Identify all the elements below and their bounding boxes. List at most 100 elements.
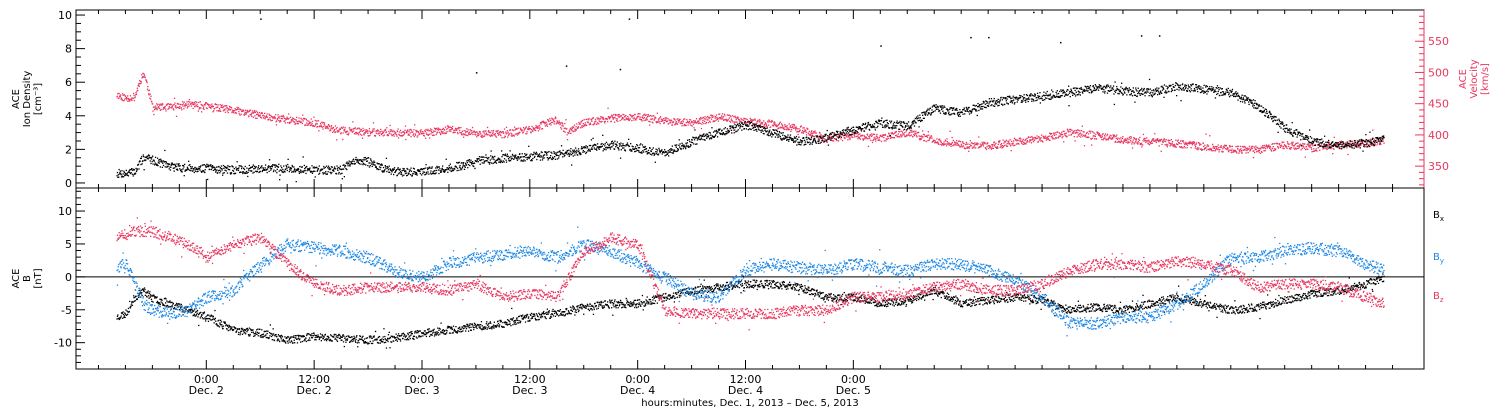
density-point xyxy=(290,169,292,171)
velocity-point xyxy=(250,114,252,116)
density-point xyxy=(783,138,785,140)
velocity-point xyxy=(727,118,729,121)
velocity-point xyxy=(410,136,412,138)
density-point xyxy=(178,165,180,167)
velocity-point xyxy=(1121,137,1124,140)
density-point xyxy=(535,151,538,153)
velocity-point xyxy=(364,129,366,131)
velocity-point xyxy=(1289,148,1291,150)
density-point xyxy=(351,160,354,162)
velocity-point xyxy=(541,128,543,130)
velocity-point xyxy=(717,118,719,120)
velocity-point xyxy=(149,97,151,99)
velocity-point xyxy=(803,131,805,133)
velocity-point xyxy=(553,123,555,125)
velocity-point xyxy=(571,127,574,129)
velocity-point xyxy=(274,117,276,120)
velocity-point xyxy=(1192,141,1194,143)
velocity-point xyxy=(531,128,533,131)
velocity-point xyxy=(954,142,956,144)
velocity-point xyxy=(521,130,523,132)
velocity-point xyxy=(945,145,948,147)
velocity-point xyxy=(325,126,328,128)
velocity-point xyxy=(695,118,698,120)
density-point xyxy=(142,160,144,162)
velocity-point xyxy=(554,121,556,123)
density-point xyxy=(351,163,353,165)
density-point xyxy=(239,171,241,174)
velocity-point xyxy=(686,121,688,123)
velocity-point xyxy=(1170,144,1172,146)
velocity-point xyxy=(196,103,198,106)
velocity-point xyxy=(837,140,840,142)
density-point xyxy=(731,132,733,134)
velocity-point xyxy=(969,143,971,145)
velocity-point xyxy=(141,74,143,76)
density-point xyxy=(427,171,429,173)
velocity-point xyxy=(1381,137,1384,139)
velocity-point xyxy=(125,97,127,99)
velocity-point xyxy=(474,132,476,134)
velocity-point xyxy=(1281,142,1284,144)
velocity-point xyxy=(1030,139,1032,141)
density-point xyxy=(727,130,729,132)
velocity-point xyxy=(630,114,632,117)
density-point xyxy=(295,181,297,183)
density-point xyxy=(810,142,812,144)
density-point xyxy=(784,135,786,137)
density-point xyxy=(824,135,827,137)
density-point xyxy=(820,141,822,144)
velocity-point xyxy=(532,130,534,132)
velocity-point xyxy=(682,121,684,123)
density-point xyxy=(477,161,479,163)
density-point xyxy=(347,165,349,167)
velocity-point xyxy=(256,113,258,116)
density-point xyxy=(207,164,209,166)
density-point xyxy=(556,158,559,160)
density-point xyxy=(808,137,810,139)
velocity-point xyxy=(362,127,364,130)
velocity-point xyxy=(715,119,717,121)
velocity-point xyxy=(197,105,199,108)
velocity-point xyxy=(137,89,139,91)
velocity-point xyxy=(359,128,361,130)
velocity-point xyxy=(244,111,246,114)
velocity-point xyxy=(1292,141,1294,143)
velocity-point xyxy=(400,135,402,137)
velocity-point xyxy=(1254,147,1256,149)
velocity-point xyxy=(1040,140,1042,142)
velocity-point xyxy=(1129,139,1132,142)
velocity-point xyxy=(404,125,407,127)
velocity-point xyxy=(1186,147,1188,149)
velocity-point xyxy=(1133,143,1135,145)
velocity-point xyxy=(148,89,151,91)
velocity-point xyxy=(331,128,333,130)
velocity-point xyxy=(565,119,567,121)
density-point xyxy=(139,157,142,160)
density-point xyxy=(393,173,395,176)
density-point xyxy=(165,161,167,163)
density-point xyxy=(451,170,453,172)
velocity-point xyxy=(880,135,882,137)
velocity-point xyxy=(378,134,381,137)
velocity-point xyxy=(273,116,276,118)
velocity-point xyxy=(812,135,815,138)
density-point xyxy=(569,150,572,152)
density-point xyxy=(255,166,257,168)
velocity-point xyxy=(387,134,389,136)
velocity-point xyxy=(363,132,366,134)
velocity-point xyxy=(389,124,391,127)
velocity-point xyxy=(772,124,774,126)
density-point xyxy=(242,172,244,175)
density-point xyxy=(754,125,756,127)
velocity-point xyxy=(740,121,743,123)
velocity-point xyxy=(771,119,773,122)
velocity-point xyxy=(844,137,846,140)
density-point xyxy=(753,127,755,129)
density-point xyxy=(636,144,638,146)
velocity-point xyxy=(818,137,820,139)
velocity-point xyxy=(568,130,570,132)
velocity-point xyxy=(1222,148,1224,150)
velocity-point xyxy=(1125,139,1128,142)
density-point xyxy=(539,156,541,158)
